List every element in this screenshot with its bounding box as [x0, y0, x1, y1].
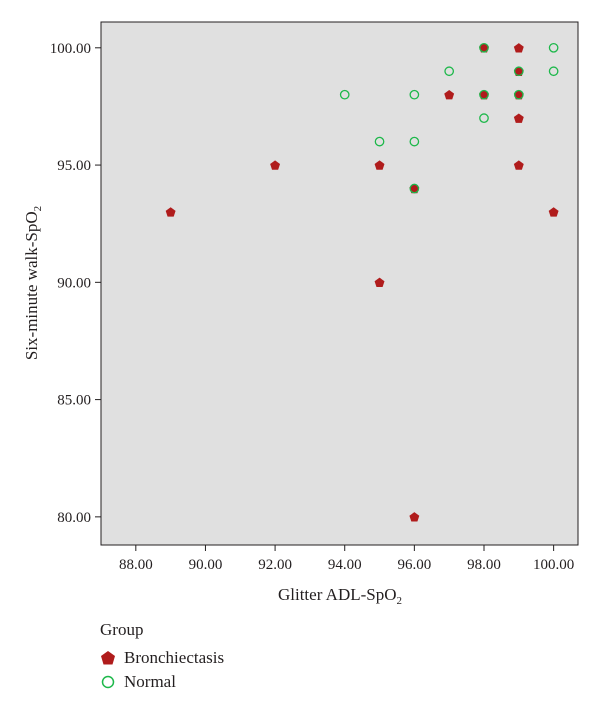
normal-point [548, 42, 559, 53]
pentagon-marker-icon [101, 651, 115, 665]
normal-point [409, 136, 420, 147]
bronchiectasis-point [165, 207, 176, 217]
normal-point [513, 89, 524, 100]
bronchiectasis-point [374, 277, 385, 288]
bronchiectasis-point [409, 183, 420, 194]
x-tick-label: 92.00 [258, 557, 292, 573]
bronchiectasis-point [479, 43, 489, 53]
y-tick-label: 80.00 [57, 510, 91, 526]
bronchiectasis-point [409, 512, 420, 522]
legend-label-normal: Normal [124, 672, 176, 691]
legend-title: Group [100, 620, 144, 639]
bronchiectasis-point [513, 43, 524, 53]
y-tick-label: 90.00 [57, 275, 91, 291]
normal-point [409, 183, 420, 194]
x-axis: 88.00 90.00 92.00 94.00 96.00 98.00 100.00 [119, 545, 574, 573]
bronchiectasis-point [513, 160, 524, 170]
bronchiectasis-point [444, 90, 455, 100]
y-axis-title-subscript: 2 [32, 206, 44, 212]
x-tick-label: 88.00 [119, 557, 153, 573]
normal-point [479, 42, 489, 53]
bronchiectasis-point [479, 90, 489, 100]
normal-point [479, 89, 489, 100]
normal-point [479, 113, 489, 124]
y-tick-label: 95.00 [57, 158, 91, 174]
x-tick-label: 90.00 [189, 557, 223, 573]
bronchiectasis-point [548, 207, 559, 217]
bronchiectasis-point [270, 160, 281, 170]
bronchiectasis-point [374, 160, 385, 170]
normal-point [374, 136, 385, 147]
y-axis: 80.00 85.00 90.00 95.00 100.00 [50, 41, 101, 526]
normal-point [513, 66, 524, 77]
legend-item-bronchiectasis: Bronchiectasis [100, 646, 224, 670]
x-tick-label: 100.00 [533, 557, 574, 573]
normal-point [409, 89, 420, 100]
bronchiectasis-point [513, 66, 524, 76]
normal-point [548, 66, 559, 77]
scatter-chart: 80.00 85.00 90.00 95.00 100.00 88.00 90.00 92.… [22, 21, 579, 607]
data-points [165, 42, 559, 522]
x-tick-label: 98.00 [467, 557, 501, 573]
x-tick-label: 94.00 [328, 557, 362, 573]
y-tick-label: 100.00 [50, 41, 91, 57]
bronchiectasis-point [513, 113, 524, 123]
y-axis-title: Six-minute walk-SpO2 [22, 206, 44, 360]
x-tick-label: 96.00 [397, 557, 431, 573]
legend: Group Bronchiectasis Normal [100, 620, 224, 694]
x-axis-title: Glitter ADL-SpO2 [278, 585, 402, 607]
open-circle-marker-icon [101, 675, 115, 689]
legend-label-bronchiectasis: Bronchiectasis [124, 648, 225, 667]
plot-area [100, 21, 579, 546]
y-tick-label: 85.00 [57, 393, 91, 409]
legend-item-normal: Normal [100, 670, 224, 694]
y-axis-title-main: Six-minute walk-SpO [22, 211, 41, 360]
x-axis-title-subscript: 2 [397, 595, 403, 607]
x-axis-title-main: Glitter ADL-SpO [278, 585, 397, 604]
bronchiectasis-point [513, 90, 524, 100]
normal-point [444, 66, 455, 77]
normal-point [339, 89, 350, 100]
